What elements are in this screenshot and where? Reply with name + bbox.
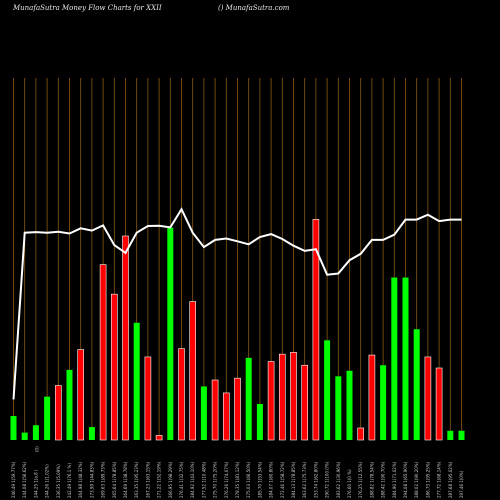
money-flow-bar-down <box>301 364 309 441</box>
x-tick-label: 277.72 1(68.14%) <box>437 461 442 498</box>
x-tick-label: 284.07 1(60.80%) <box>269 461 274 498</box>
x-tick-label: 244.26 1(1.02%) <box>45 464 50 498</box>
x-tick-label: 290.72 1(100.0%) <box>325 461 330 498</box>
x-tick-label: 246.49 1(59.77%) <box>11 461 16 498</box>
money-flow-bar-down <box>99 264 107 441</box>
money-flow-bar-up <box>10 416 17 440</box>
money-flow-bar-up <box>335 376 342 440</box>
site-credit: () MunafaSutra.com <box>218 4 290 12</box>
money-flow-bar-down <box>189 301 196 441</box>
money-flow-bar-up <box>324 340 331 440</box>
x-tick-label: 253.74 1(62.80%) <box>313 461 318 498</box>
x-tick-label: 285.70 1(53.54%) <box>257 461 262 498</box>
money-flow-bar-down <box>368 354 376 441</box>
x-tick-label: 275.03 1(66.50%) <box>246 461 251 498</box>
money-flow-bar-up <box>133 322 140 440</box>
money-flow-bar-up <box>245 357 252 440</box>
money-flow-bar-down <box>54 385 62 441</box>
money-flow-bar-up <box>256 404 263 440</box>
x-tick-label: 284.13 1(78.85%) <box>291 461 296 498</box>
x-tick-label: 283.62 1(30.96%) <box>336 461 341 498</box>
x-tick-label: 277.52 1(10.48%) <box>201 461 206 498</box>
chart-title: MunafaSutra Money Flow Charts for XXII <box>13 4 162 12</box>
money-flow-bar-up <box>402 277 409 440</box>
x-tick-label: 276.26 1(74.07%) <box>224 461 229 498</box>
money-flow-bar-up <box>391 277 398 440</box>
money-flow-bar-down <box>435 367 443 441</box>
x-tick-label: 263.35 1(95.23%) <box>134 461 139 498</box>
x-tick-label: 244.08 1(56.62%) <box>22 461 27 498</box>
money-flow-bar-down <box>290 352 297 441</box>
x-tick-label: 288.82 1(78.54%) <box>369 461 374 498</box>
money-flow-bars <box>10 219 465 441</box>
price-line <box>12 207 462 400</box>
money-flow-bar-up <box>167 227 174 440</box>
x-tick-label: 265.64 1(78.85%) <box>112 461 117 498</box>
x-tick-label: 288.42 1(90.70%) <box>381 461 386 498</box>
money-flow-bar-up <box>200 386 207 440</box>
x-tick-label: 264.69 1(38.78%) <box>123 461 128 498</box>
x-tick-label: 276.60 1(0 %) <box>347 469 352 498</box>
x-tick-label: 236.35 1(5.09%) <box>56 464 61 498</box>
x-tick-label: 275.70 1(75.20%) <box>213 461 218 498</box>
money-flow-bar-up <box>32 425 39 440</box>
x-tick-label: 288.02 1(90.20%) <box>414 461 419 498</box>
money-flow-bar-down <box>122 235 129 441</box>
money-flow-bar-down <box>155 435 163 441</box>
money-flow-bar-up <box>66 369 73 440</box>
money-flow-bar-down <box>234 377 241 441</box>
x-tick-label: 242.49 1(76.1 %) <box>67 463 72 498</box>
money-flow-bar-down <box>144 356 152 441</box>
money-flow-bar-up <box>413 329 420 440</box>
money-flow-bar-down <box>312 219 320 441</box>
x-tick-label: 276.41 1(32.75%) <box>179 461 184 498</box>
money-flow-bar-down <box>424 356 432 441</box>
money-flow-bar-up <box>346 370 353 440</box>
money-flow-bar-down <box>211 379 219 441</box>
money-flow-bar-down <box>357 427 365 441</box>
x-tick-label: 272.46 1(58.72%) <box>280 461 285 498</box>
money-flow-bar-up <box>88 427 95 440</box>
x-tick-label: 287.68 1(95.02%) <box>448 461 453 498</box>
x-tick-labels: 246.49 1(59.77%) 244.08 1(56.62%) 244.25 1… <box>11 446 464 498</box>
x-tick-label: 273.99 1(44.83%) <box>89 461 94 498</box>
money-flow-bar-down <box>111 293 118 441</box>
x-tick-label: 284.92 1(43.10%) <box>190 461 195 498</box>
x-tick-label: 263.62 1(75.73%) <box>302 461 307 498</box>
money-flow-bar-down <box>223 392 230 441</box>
x-tick-label: 264.98 1(48.32%) <box>78 461 83 498</box>
x-tick-label: 271.22 1(52.19%) <box>157 461 162 498</box>
money-flow-bar-down <box>77 349 84 441</box>
money-flow-bar-up <box>380 365 387 440</box>
x-tick-label: 286.73 1(95.25%) <box>425 461 430 498</box>
x-tick-label: 294.08 1(65.90%) <box>403 461 408 498</box>
x-tick-label: 266.95 1(98.29%) <box>168 461 173 498</box>
x-tick-label: 284.90 1(71.02%) <box>392 461 397 498</box>
x-tick-label: 278.35 1(81.12%) <box>235 461 240 498</box>
money-flow-bar-up <box>458 430 465 440</box>
money-flow-bar-up <box>21 432 28 440</box>
x-tick-label: 244.25 1(a.8 ) <box>33 469 38 498</box>
x-sub-tick-label: (0) <box>34 446 39 452</box>
money-flow-bar-up <box>44 396 51 440</box>
money-flow-bar-down <box>267 361 275 441</box>
x-tick-label: 269.63 1(89.73%) <box>101 461 106 498</box>
money-flow-bar-down <box>178 348 185 441</box>
x-tick-label: 297.46 1(0%) <box>459 470 464 498</box>
money-flow-bar-down <box>278 353 286 441</box>
x-tick-label: 267.23 1(63.15%) <box>145 461 150 498</box>
money-flow-bar-up <box>447 430 454 440</box>
x-tick-label: 276.25 1(12.55%) <box>358 461 363 498</box>
